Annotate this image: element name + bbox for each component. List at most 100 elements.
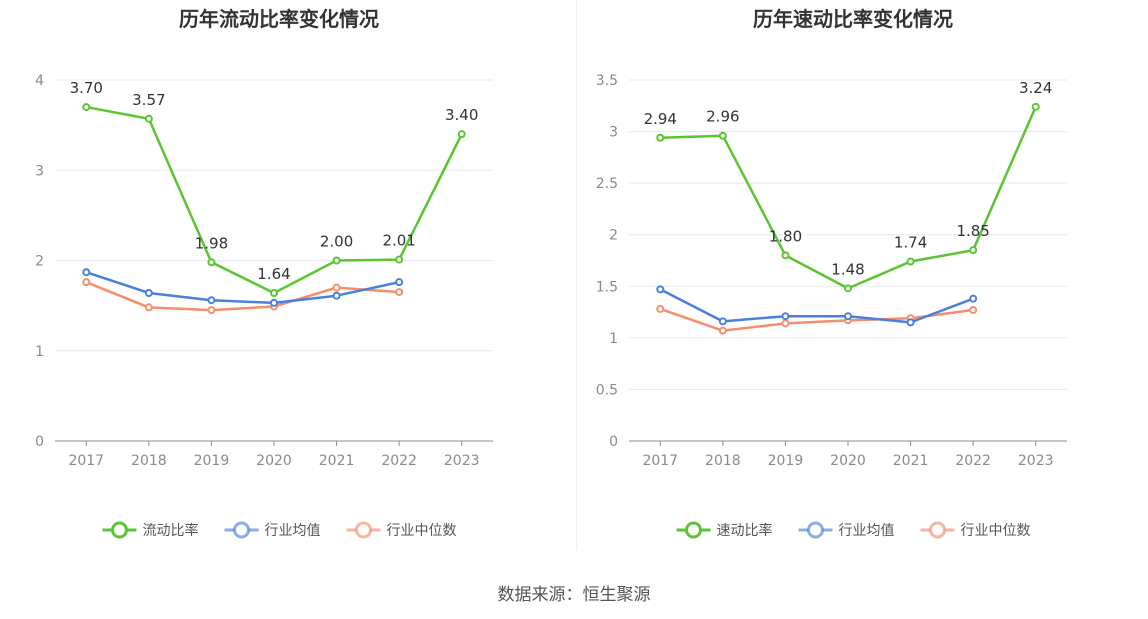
quick-ratio-chart-svg: 历年速动比率变化情况 0 0.5 1 1.5 2 2.5 3 3.5 2017 2018 2019 20… — [596, 7, 1067, 539]
quick-ratio-data-point-0 — [781, 251, 790, 260]
current-ratio-data-point-0 — [82, 103, 91, 112]
quick-ratio-data-point-0 — [969, 246, 978, 255]
quick-ratio-data-point-2 — [718, 326, 727, 335]
quick-ratio-legend-marker-icon — [685, 521, 702, 539]
current-ratio-y-tick-label: 1 — [35, 344, 44, 360]
current-ratio-legend-label: 行业中位数 — [387, 523, 457, 539]
current-ratio-data-point-0 — [270, 288, 278, 297]
quick-ratio-data-point-1 — [906, 318, 915, 327]
current-ratio-data-point-1 — [207, 296, 216, 305]
quick-ratio-data-label: 1.74 — [894, 234, 927, 252]
current-ratio-data-point-1 — [395, 278, 404, 287]
current-ratio-legend-label: 流动比率 — [143, 522, 199, 539]
quick-ratio-data-point-0 — [844, 284, 852, 293]
current-ratio-legend-marker-icon — [233, 521, 250, 539]
current-ratio-legend-item-1: 行业均值 — [224, 521, 321, 539]
quick-ratio-data-label: 1.80 — [769, 227, 802, 245]
current-ratio-data-point-1 — [332, 291, 341, 300]
current-ratio-data-point-2 — [144, 303, 153, 312]
quick-ratio-data-label: 1.48 — [831, 260, 864, 278]
quick-ratio-data-label: 3.24 — [1019, 79, 1052, 97]
quick-ratio-x-tick-label: 2022 — [955, 453, 991, 469]
current-ratio-data-point-2 — [207, 306, 216, 315]
current-ratio-data-label: 1.98 — [195, 234, 228, 252]
quick-ratio-data-point-1 — [656, 285, 665, 294]
current-ratio-x-tick-label: 2021 — [319, 453, 355, 469]
quick-ratio-data-point-2 — [656, 304, 665, 313]
current-ratio-y-tick-label: 3 — [35, 163, 44, 179]
quick-ratio-y-tick-label: 0.5 — [596, 382, 618, 398]
current-ratio-y-tick-label: 4 — [35, 73, 44, 89]
current-ratio-data-point-1 — [82, 268, 91, 277]
current-ratio-x-tick-label: 2020 — [256, 453, 292, 469]
current-ratio-data-point-2 — [395, 288, 404, 297]
quick-ratio-legend-label: 速动比率 — [717, 522, 773, 539]
current-ratio-data-label: 2.00 — [320, 233, 353, 251]
current-ratio-legend-marker-icon — [111, 521, 128, 539]
current-ratio-chart: 历年流动比率变化情况 0 1 2 3 4 2017 2018 2019 2020 2021 2022 2… — [0, 0, 574, 560]
quick-ratio-series-line-1 — [659, 288, 974, 324]
quick-ratio-data-label: 1.85 — [956, 222, 989, 240]
current-ratio-x-tick-label: 2023 — [444, 453, 480, 469]
current-ratio-y-tick-label: 0 — [35, 434, 44, 450]
current-ratio-data-point-0 — [332, 256, 341, 265]
quick-ratio-data-point-1 — [844, 312, 852, 321]
current-ratio-data-label: 3.40 — [445, 106, 478, 124]
current-ratio-x-tick-label: 2017 — [68, 453, 104, 469]
quick-ratio-y-tick-label: 1.5 — [596, 279, 618, 295]
quick-ratio-x-tick-label: 2017 — [642, 453, 678, 469]
current-ratio-data-point-1 — [270, 298, 278, 307]
current-ratio-data-label: 1.64 — [257, 265, 290, 283]
current-ratio-legend-item-0: 流动比率 — [102, 521, 199, 539]
quick-ratio-data-point-0 — [906, 257, 915, 266]
quick-ratio-legend-label: 行业均值 — [839, 523, 895, 539]
quick-ratio-data-point-1 — [969, 294, 978, 303]
current-ratio-legend-item-2: 行业中位数 — [346, 521, 457, 539]
current-ratio-data-point-0 — [395, 255, 404, 264]
quick-ratio-x-tick-label: 2019 — [768, 453, 804, 469]
quick-ratio-x-tick-label: 2020 — [830, 453, 866, 469]
quick-ratio-data-point-1 — [781, 312, 790, 321]
quick-ratio-legend-marker-icon — [807, 521, 824, 539]
quick-ratio-legend-label: 行业中位数 — [961, 523, 1031, 539]
quick-ratio-y-tick-label: 2 — [609, 228, 618, 244]
quick-ratio-x-tick-label: 2023 — [1018, 453, 1054, 469]
current-ratio-chart-title: 历年流动比率变化情况 — [179, 7, 379, 31]
quick-ratio-y-tick-label: 1 — [609, 331, 618, 347]
quick-ratio-legend-item-2: 行业中位数 — [920, 521, 1031, 539]
quick-ratio-legend-item-0: 速动比率 — [676, 521, 773, 539]
quick-ratio-data-point-2 — [969, 306, 978, 315]
quick-ratio-data-point-0 — [656, 133, 665, 142]
quick-ratio-data-label: 2.96 — [706, 108, 739, 126]
current-ratio-data-label: 3.70 — [70, 79, 103, 97]
current-ratio-x-tick-label: 2019 — [194, 453, 230, 469]
current-ratio-data-label: 2.01 — [382, 232, 415, 250]
quick-ratio-legend-item-1: 行业均值 — [798, 521, 895, 539]
current-ratio-legend-label: 行业均值 — [265, 523, 321, 539]
quick-ratio-x-tick-label: 2018 — [705, 453, 741, 469]
current-ratio-data-point-0 — [207, 258, 216, 267]
current-ratio-chart-svg: 历年流动比率变化情况 0 1 2 3 4 2017 2018 2019 2020 2021 2022 2… — [35, 7, 493, 539]
quick-ratio-y-tick-label: 2.5 — [596, 176, 618, 192]
quick-ratio-y-tick-label: 3.5 — [596, 73, 618, 89]
quick-ratio-data-label: 2.94 — [644, 110, 677, 128]
current-ratio-data-point-0 — [144, 114, 153, 123]
quick-ratio-y-tick-label: 3 — [609, 125, 618, 141]
current-ratio-y-tick-label: 2 — [35, 254, 44, 270]
quick-ratio-chart-title: 历年速动比率变化情况 — [753, 7, 953, 31]
current-ratio-data-label: 3.57 — [132, 91, 165, 109]
quick-ratio-series-line-2 — [659, 307, 974, 332]
current-ratio-data-point-0 — [457, 130, 466, 139]
current-ratio-series-line-2 — [85, 281, 400, 312]
quick-ratio-data-point-0 — [718, 131, 727, 140]
current-ratio-x-tick-label: 2022 — [381, 453, 417, 469]
data-source-text: 数据来源：恒生聚源 — [497, 585, 651, 605]
current-ratio-data-point-1 — [144, 288, 153, 297]
current-ratio-x-tick-label: 2018 — [131, 453, 167, 469]
current-ratio-data-point-2 — [332, 283, 341, 292]
current-ratio-data-point-2 — [82, 278, 91, 287]
current-ratio-series-line-1 — [85, 271, 400, 305]
current-ratio-legend-marker-icon — [355, 521, 372, 539]
quick-ratio-data-point-1 — [718, 317, 727, 326]
quick-ratio-chart: 历年速动比率变化情况 0 0.5 1 1.5 2 2.5 3 3.5 2017 2018 2019 20… — [574, 0, 1148, 560]
